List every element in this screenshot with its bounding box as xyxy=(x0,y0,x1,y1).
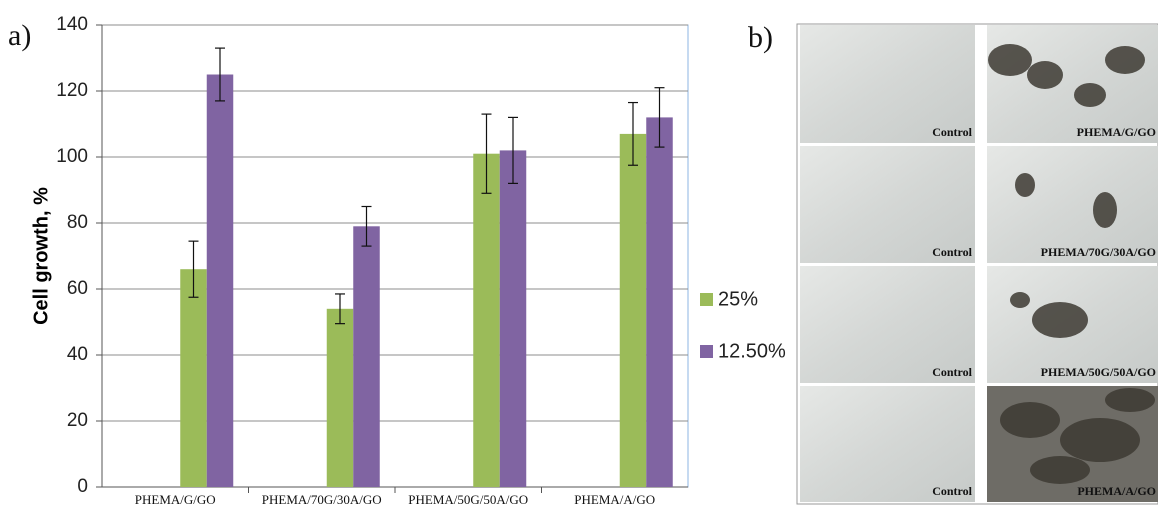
micrographs: Control PHEMA/G/GO Control PHEMA/70G/30A/GO… xyxy=(797,24,1158,504)
bar xyxy=(500,150,527,487)
cell-cluster xyxy=(1093,192,1117,228)
micrograph-caption: PHEMA/50G/50A/GO xyxy=(1041,365,1156,379)
micrograph-caption: PHEMA/70G/30A/GO xyxy=(1041,245,1156,259)
y-tick-label: 20 xyxy=(67,410,88,431)
bar xyxy=(473,154,500,487)
y-tick-label: 140 xyxy=(56,14,88,35)
y-tick-label: 40 xyxy=(67,344,88,365)
y-tick-label: 0 xyxy=(77,476,88,497)
cell-cluster xyxy=(1074,83,1106,107)
micrograph-caption: Control xyxy=(932,245,972,259)
cell-cluster xyxy=(1105,388,1155,412)
x-tick-label: PHEMA/50G/50A/GO xyxy=(408,492,528,507)
y-axis-title: Cell growth, % xyxy=(30,187,52,325)
cell-cluster xyxy=(988,44,1032,76)
micrograph-caption: PHEMA/A/GO xyxy=(1077,484,1156,498)
bar xyxy=(646,117,673,487)
x-tick-label: PHEMA/G/GO xyxy=(135,492,216,507)
bar xyxy=(180,269,207,487)
cell-cluster xyxy=(1010,292,1030,308)
y-tick-label: 120 xyxy=(56,80,88,101)
x-tick-label: PHEMA/70G/30A/GO xyxy=(262,492,382,507)
cell-cluster xyxy=(1027,61,1063,89)
legend-label: 25% xyxy=(718,288,758,310)
panel-label: b) xyxy=(748,21,773,54)
bar xyxy=(207,75,234,488)
legend-swatch xyxy=(700,345,713,358)
panel-label: a) xyxy=(8,19,31,52)
cell-cluster xyxy=(1000,402,1060,438)
cell-cluster xyxy=(1032,302,1088,338)
micrograph-caption: PHEMA/G/GO xyxy=(1077,125,1156,139)
micrograph-caption: Control xyxy=(932,125,972,139)
cell-cluster xyxy=(1105,46,1145,74)
x-tick-label: PHEMA/A/GO xyxy=(574,492,655,507)
y-tick-label: 80 xyxy=(67,212,88,233)
bar xyxy=(327,309,354,487)
cell-cluster xyxy=(1060,418,1140,462)
bar xyxy=(620,134,647,487)
micrograph-caption: Control xyxy=(932,365,972,379)
cell-cluster xyxy=(1030,456,1090,484)
micrograph-caption: Control xyxy=(932,484,972,498)
legend-label: 12.50% xyxy=(718,340,786,362)
y-tick-label: 100 xyxy=(56,146,88,167)
bar xyxy=(353,226,380,487)
legend-swatch xyxy=(700,293,713,306)
y-tick-label: 60 xyxy=(67,278,88,299)
cell-cluster xyxy=(1015,173,1035,197)
figure: a) b) Cell growth, % ControlPHEMA/G/GOCo… xyxy=(0,0,1158,509)
